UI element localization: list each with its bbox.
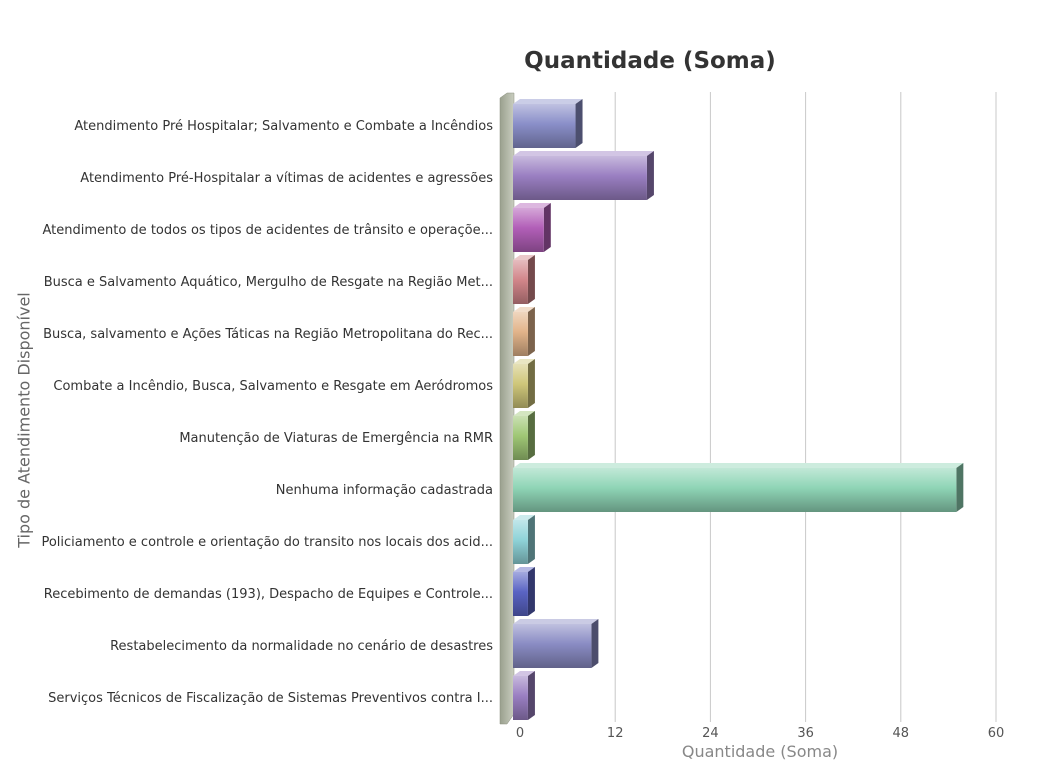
x-tick-label: 24 [702, 726, 719, 741]
bar-top-face [513, 671, 535, 676]
x-tick-label: 0 [516, 726, 524, 741]
bar-9 [513, 515, 535, 564]
bar-top-face [513, 463, 964, 468]
bar-front-face [513, 468, 957, 512]
bar-front-face [513, 676, 528, 720]
bar-side-face [646, 151, 654, 200]
y-category-label: Busca e Salvamento Aquático, Mergulho de… [44, 275, 493, 290]
y-category-label: Combate a Incêndio, Busca, Salvamento e … [53, 379, 493, 394]
bar-front-face [513, 416, 528, 460]
bar-front-face [513, 624, 592, 668]
bar-side-face [591, 619, 599, 668]
y-category-label: Recebimento de demandas (193), Despacho … [44, 587, 493, 602]
x-tick-label: 60 [988, 726, 1005, 741]
bar-12 [513, 671, 535, 720]
bar-top-face [513, 99, 583, 104]
bar-front-face [513, 208, 544, 252]
bar-top-face [513, 307, 535, 312]
bar-side-face [527, 671, 535, 720]
bar-5 [513, 307, 535, 356]
chart-title: Quantidade (Soma) [524, 48, 776, 74]
y-category-label: Policiamento e controle e orientação do … [41, 535, 493, 550]
bar-top-face [513, 567, 535, 572]
bar-side-face [527, 515, 535, 564]
bar-top-face [513, 151, 654, 156]
bar-side-face [527, 411, 535, 460]
bar-top-face [513, 411, 535, 416]
bar-side-face [527, 255, 535, 304]
bar-front-face [513, 312, 528, 356]
bar-side-face [543, 203, 551, 252]
bar-top-face [513, 515, 535, 520]
bar-top-face [513, 255, 535, 260]
bar-side-face [527, 567, 535, 616]
bar-front-face [513, 572, 528, 616]
bar-front-face [513, 156, 647, 200]
bar-10 [513, 567, 535, 616]
bar-2 [513, 151, 654, 200]
x-tick-label: 36 [797, 726, 814, 741]
bar-front-face [513, 104, 576, 148]
y-category-label: Restabelecimento da normalidade no cenár… [110, 639, 493, 654]
y-category-label: Atendimento Pré-Hospitalar a vítimas de … [80, 171, 493, 186]
y-category-label: Manutenção de Viaturas de Emergência na … [179, 431, 493, 446]
bar-8 [513, 463, 964, 512]
y-category-label: Serviços Técnicos de Fiscalização de Sis… [48, 691, 493, 706]
bar-side-face [575, 99, 583, 148]
y-category-label: Atendimento Pré Hospitalar; Salvamento e… [74, 119, 493, 134]
y-category-label: Busca, salvamento e Ações Táticas na Reg… [43, 327, 493, 342]
bar-7 [513, 411, 535, 460]
bar-top-face [513, 203, 551, 208]
y-category-label: Atendimento de todos os tipos de acident… [42, 223, 493, 238]
bar-1 [513, 99, 583, 148]
bar-top-face [513, 359, 535, 364]
bar-4 [513, 255, 535, 304]
x-tick-label: 48 [893, 726, 910, 741]
x-tick-label: 12 [607, 726, 624, 741]
bar-side-face [956, 463, 964, 512]
bar-11 [513, 619, 599, 668]
bar-top-face [513, 619, 599, 624]
bar-side-face [527, 359, 535, 408]
bar-front-face [513, 260, 528, 304]
bar-front-face [513, 364, 528, 408]
bar-6 [513, 359, 535, 408]
bar-side-face [527, 307, 535, 356]
y-axis-wall [499, 92, 515, 725]
bar-3 [513, 203, 551, 252]
bar-front-face [513, 520, 528, 564]
x-axis-title: Quantidade (Soma) [681, 742, 839, 761]
y-category-label: Nenhuma informação cadastrada [276, 483, 493, 498]
